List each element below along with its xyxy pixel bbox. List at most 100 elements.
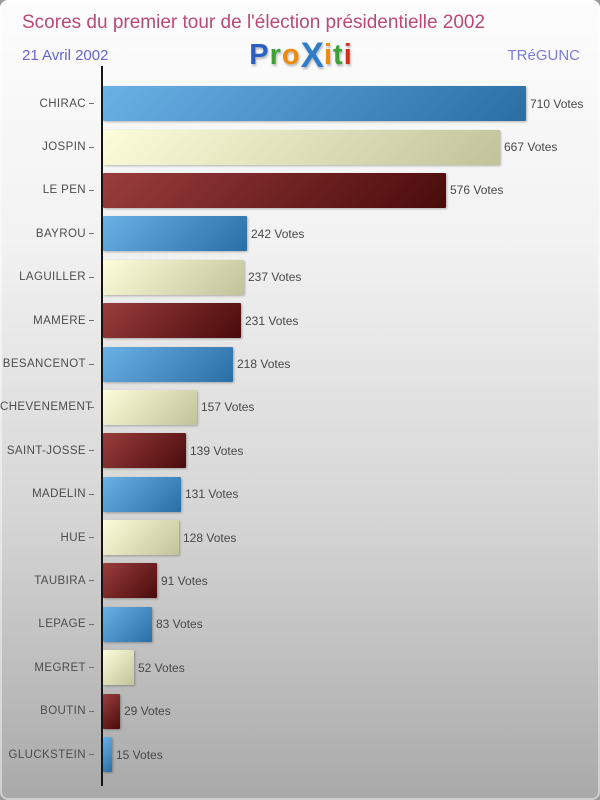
candidate-label: MADELIN [32, 488, 86, 501]
vote-bar [103, 216, 247, 252]
candidate-label: JOSPIN [42, 141, 86, 154]
axis-tick [89, 276, 94, 278]
candidate-label: LE PEN [42, 184, 86, 197]
vote-bar [103, 172, 446, 208]
vote-bar [103, 520, 179, 556]
axis-tick [89, 103, 94, 105]
chart-row: MEGRET 52 Votes [0, 646, 600, 689]
axis-tick [89, 406, 94, 408]
vote-bar [103, 693, 120, 729]
bar-area: 576 Votes [94, 172, 600, 208]
y-axis-line [101, 66, 103, 787]
vote-count-label: 667 Votes [504, 140, 558, 155]
vote-bar [103, 433, 186, 469]
bar-area: 15 Votes [94, 737, 600, 773]
logo-letter: i [323, 38, 334, 71]
candidate-label: BESANCENOT [2, 358, 86, 371]
axis-tick [89, 623, 94, 625]
chart-row: CHEVENEMENT 157 Votes [0, 386, 600, 429]
bar-area: 83 Votes [94, 606, 600, 642]
bar-area: 231 Votes [94, 303, 600, 339]
vote-bar [103, 650, 134, 686]
logo-letter: o [281, 38, 301, 71]
vote-count-label: 139 Votes [190, 443, 244, 458]
candidate-label: LEPAGE [38, 618, 86, 631]
vote-count-label: 83 Votes [156, 617, 203, 632]
vote-count-label: 52 Votes [138, 660, 185, 675]
chart-row: BESANCENOT 218 Votes [0, 342, 600, 385]
chart-row: LAGUILLER 237 Votes [0, 256, 600, 299]
election-date: 21 Avril 2002 [22, 46, 109, 64]
vote-bar [103, 86, 526, 122]
subheader: 21 Avril 2002 ProXiti TRéGUNC [0, 37, 600, 73]
candidate-label: CHEVENEMENT [0, 401, 93, 414]
candidate-label: LAGUILLER [19, 271, 86, 284]
chart-title: Scores du premier tour de l'élection pré… [22, 12, 486, 33]
vote-count-label: 231 Votes [245, 313, 299, 328]
proxiti-logo[interactable]: ProXiti [249, 38, 353, 73]
axis-tick [89, 667, 94, 669]
bar-area: 52 Votes [94, 650, 600, 686]
vote-bar [103, 389, 197, 425]
vote-bar [103, 476, 181, 512]
axis-tick [89, 146, 94, 148]
vote-count-label: 237 Votes [248, 270, 302, 285]
vote-count-label: 218 Votes [237, 357, 291, 372]
bar-chart: CHIRAC 710 Votes JOSPIN 667 Votes LE PEN… [0, 66, 600, 787]
chart-rows: CHIRAC 710 Votes JOSPIN 667 Votes LE PEN… [0, 82, 600, 776]
candidate-label: TAUBIRA [34, 574, 86, 587]
candidate-label: GLUCKSTEIN [8, 748, 86, 761]
chart-row: LE PEN 576 Votes [0, 169, 600, 212]
candidate-label: BAYROU [35, 227, 86, 240]
vote-count-label: 128 Votes [183, 530, 237, 545]
vote-bar [103, 737, 112, 773]
axis-tick [89, 754, 94, 756]
axis-tick [89, 450, 94, 452]
vote-count-label: 131 Votes [185, 487, 239, 502]
vote-bar [103, 259, 244, 295]
axis-tick [89, 233, 94, 235]
bar-area: 91 Votes [94, 563, 600, 599]
chart-row: SAINT-JOSSE 139 Votes [0, 429, 600, 472]
chart-row: BAYROU 242 Votes [0, 212, 600, 255]
candidate-label: CHIRAC [39, 97, 86, 110]
bar-area: 139 Votes [94, 433, 600, 469]
candidate-label: HUE [60, 531, 86, 544]
axis-tick [89, 537, 94, 539]
candidate-label: MEGRET [34, 661, 86, 674]
candidate-label: BOUTIN [40, 705, 86, 718]
chart-row: GLUCKSTEIN 15 Votes [0, 733, 600, 776]
chart-row: LEPAGE 83 Votes [0, 603, 600, 646]
bar-area: 667 Votes [94, 129, 600, 165]
vote-bar [103, 346, 233, 382]
chart-row: TAUBIRA 91 Votes [0, 559, 600, 602]
bar-area: 29 Votes [94, 693, 600, 729]
chart-row: MADELIN 131 Votes [0, 473, 600, 516]
axis-tick [89, 580, 94, 582]
chart-row: MAMERE 231 Votes [0, 299, 600, 342]
logo-letter: t [333, 38, 344, 71]
vote-count-label: 15 Votes [116, 747, 163, 762]
candidate-label: SAINT-JOSSE [6, 444, 86, 457]
chart-row: HUE 128 Votes [0, 516, 600, 559]
axis-tick [89, 189, 94, 191]
axis-tick [89, 493, 94, 495]
vote-count-label: 576 Votes [450, 183, 504, 198]
bar-area: 237 Votes [94, 259, 600, 295]
logo-letter: P [249, 38, 270, 71]
bar-area: 131 Votes [94, 476, 600, 512]
chart-row: BOUTIN 29 Votes [0, 689, 600, 732]
bar-area: 128 Votes [94, 520, 600, 556]
vote-bar [103, 563, 157, 599]
axis-tick [89, 710, 94, 712]
vote-count-label: 91 Votes [161, 573, 208, 588]
vote-count-label: 710 Votes [530, 96, 584, 111]
bar-area: 710 Votes [94, 86, 600, 122]
commune-name: TRéGUNC [507, 46, 581, 64]
candidate-label: MAMERE [33, 314, 86, 327]
vote-count-label: 242 Votes [251, 226, 305, 241]
vote-bar [103, 129, 500, 165]
axis-tick [89, 363, 94, 365]
logo-letter: i [343, 38, 353, 71]
